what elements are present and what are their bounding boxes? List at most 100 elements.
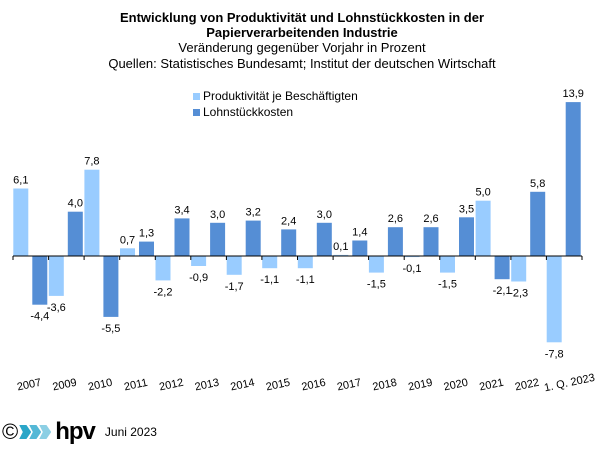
data-label-produktivitaet-2012: -2,2 xyxy=(154,286,173,298)
bar-produktivitaet-2019 xyxy=(404,256,420,258)
bar-produktivitaet-2009 xyxy=(48,256,64,296)
data-label-lohnstueckkosten-2018: 2,6 xyxy=(388,213,403,225)
x-tick-label: 2016 xyxy=(300,377,326,394)
bar-lohnstueckkosten-2013 xyxy=(210,222,226,256)
data-label-produktivitaet-2013: -0,9 xyxy=(189,272,208,284)
bar-produktivitaet-2013 xyxy=(191,256,207,266)
x-tick-label: 2013 xyxy=(194,377,220,394)
data-label-produktivitaet-2015: -1,1 xyxy=(260,274,279,286)
data-label-produktivitaet-2020: -1,5 xyxy=(438,279,457,291)
wave-shape xyxy=(19,425,32,439)
x-tick-label: 2015 xyxy=(265,377,291,394)
x-tick-label: 2018 xyxy=(372,377,398,394)
data-label-produktivitaet-12023: -7,8 xyxy=(545,348,564,360)
bar-produktivitaet-2011 xyxy=(120,248,135,256)
legend-label-lohnstueckkosten: Lohnstückkosten xyxy=(203,105,294,119)
data-label-produktivitaet-2022: -2,3 xyxy=(509,288,528,300)
data-label-produktivitaet-2016: -1,1 xyxy=(296,274,315,286)
bar-lohnstueckkosten-2012 xyxy=(174,218,190,256)
bar-produktivitaet-2017 xyxy=(333,254,349,256)
x-tick-label: 2020 xyxy=(443,377,469,394)
data-label-lohnstueckkosten-2020: 3,5 xyxy=(459,203,474,215)
data-label-lohnstueckkosten-2009: 4,0 xyxy=(68,198,83,210)
wave-shape xyxy=(39,425,52,439)
data-label-lohnstueckkosten-2013: 3,0 xyxy=(210,209,225,221)
legend: Produktivität je Beschäftigten Lohnstück… xyxy=(193,88,358,120)
bar-produktivitaet-2014 xyxy=(226,256,242,275)
data-label-lohnstueckkosten-2007: -4,4 xyxy=(30,311,49,323)
bar-lohnstueckkosten-2016 xyxy=(316,222,332,256)
legend-swatch-produktivitaet xyxy=(193,92,200,100)
chart-source: Quellen: Statistisches Bundesamt; Instit… xyxy=(108,56,496,71)
legend-swatch-lohnstueckkosten xyxy=(193,108,200,116)
bar-lohnstueckkosten-2010 xyxy=(103,256,119,317)
bar-chart-plot: 6,1 -4,4-3,6 4,0 7,8 -5,5 0,7 1,3 -2,2 3,4 -0,9 3,… xyxy=(12,88,596,394)
hpv-logo-waves-icon xyxy=(19,425,52,439)
bar-produktivitaet-2022 xyxy=(511,256,527,282)
x-tick-label: 2012 xyxy=(158,377,184,394)
bar-produktivitaet-2018 xyxy=(368,256,384,273)
data-label-lohnstueckkosten-2012: 3,4 xyxy=(174,204,189,216)
bar-lohnstueckkosten-2007 xyxy=(32,256,48,305)
x-tick-label: 1. Q. 2023 xyxy=(543,372,596,394)
hpv-logo-text: hpv xyxy=(55,418,96,445)
data-label-produktivitaet-2007: 6,1 xyxy=(13,175,28,187)
data-label-produktivitaet-2010: 7,8 xyxy=(84,156,99,168)
legend-item-lohnstueckkosten: Lohnstückkosten xyxy=(193,104,358,120)
bar-lohnstueckkosten-12023 xyxy=(565,102,581,256)
data-label-lohnstueckkosten-2010: -5,5 xyxy=(101,323,120,335)
chart-title-line-1: Entwicklung von Produktivität und Lohnst… xyxy=(119,10,485,25)
data-label-lohnstueckkosten-2016: 3,0 xyxy=(317,209,332,221)
bar-produktivitaet-2010 xyxy=(84,169,100,256)
bar-produktivitaet-2007 xyxy=(13,188,29,256)
data-label-lohnstueckkosten-2021: -2,1 xyxy=(493,285,512,297)
bar-lohnstueckkosten-2009 xyxy=(67,211,83,256)
bar-lohnstueckkosten-2018 xyxy=(387,227,403,256)
data-label-produktivitaet-2009: -3,6 xyxy=(47,302,66,314)
legend-label-produktivitaet: Produktivität je Beschäftigten xyxy=(203,89,358,103)
data-label-produktivitaet-2018: -1,5 xyxy=(367,279,386,291)
x-tick-label: 2007 xyxy=(16,377,42,394)
data-label-lohnstueckkosten-12023: 13,9 xyxy=(562,88,583,100)
x-tick-label: 2010 xyxy=(87,377,113,394)
bar-produktivitaet-12023 xyxy=(546,256,562,343)
data-label-lohnstueckkosten-2017: 1,4 xyxy=(352,227,367,239)
x-tick-label: 2017 xyxy=(336,377,362,394)
data-label-produktivitaet-2021: 5,0 xyxy=(475,187,490,199)
footer: © hpv Juni 2023 xyxy=(2,418,157,445)
x-tick-label: 2014 xyxy=(229,377,255,394)
x-tick-label: 2022 xyxy=(514,377,540,394)
bar-lohnstueckkosten-2017 xyxy=(352,240,368,256)
bar-produktivitaet-2015 xyxy=(262,256,278,269)
bar-produktivitaet-2020 xyxy=(440,256,455,273)
bar-lohnstueckkosten-2015 xyxy=(281,229,297,256)
x-tick-label: 2019 xyxy=(407,377,433,394)
bar-produktivitaet-2021 xyxy=(475,200,491,256)
x-tick-label: 2009 xyxy=(51,377,77,394)
bar-lohnstueckkosten-2011 xyxy=(139,241,154,256)
data-label-produktivitaet-2014: -1,7 xyxy=(225,281,244,293)
data-label-produktivitaet-2017: 0,1 xyxy=(333,241,348,253)
chart-subtitle: Veränderung gegenüber Vorjahr in Prozent xyxy=(178,40,426,55)
data-label-lohnstueckkosten-2019: 2,6 xyxy=(423,213,438,225)
x-tick-label: 2011 xyxy=(123,377,149,394)
bar-produktivitaet-2012 xyxy=(155,256,171,281)
bar-lohnstueckkosten-2014 xyxy=(245,220,261,256)
data-label-produktivitaet-2011: 0,7 xyxy=(120,234,135,246)
data-label-lohnstueckkosten-2022: 5,8 xyxy=(530,178,545,190)
bar-lohnstueckkosten-2022 xyxy=(530,191,546,256)
copyright-symbol: © xyxy=(2,419,19,444)
legend-item-produktivitaet: Produktivität je Beschäftigten xyxy=(193,88,358,104)
data-label-produktivitaet-2019: -0,1 xyxy=(403,263,422,275)
data-label-lohnstueckkosten-2011: 1,3 xyxy=(139,228,154,240)
bar-lohnstueckkosten-2020 xyxy=(459,217,474,256)
bar-lohnstueckkosten-2019 xyxy=(423,227,439,256)
data-label-lohnstueckkosten-2014: 3,2 xyxy=(246,207,261,219)
wave-shape xyxy=(29,425,42,439)
chart-title-line-2: Papierverarbeitenden Industrie xyxy=(206,25,398,40)
bar-produktivitaet-2016 xyxy=(297,256,313,269)
x-tick-label: 2021 xyxy=(478,377,504,394)
footer-date: Juni 2023 xyxy=(104,425,157,439)
data-label-lohnstueckkosten-2015: 2,4 xyxy=(281,215,296,227)
bar-lohnstueckkosten-2021 xyxy=(494,256,510,280)
